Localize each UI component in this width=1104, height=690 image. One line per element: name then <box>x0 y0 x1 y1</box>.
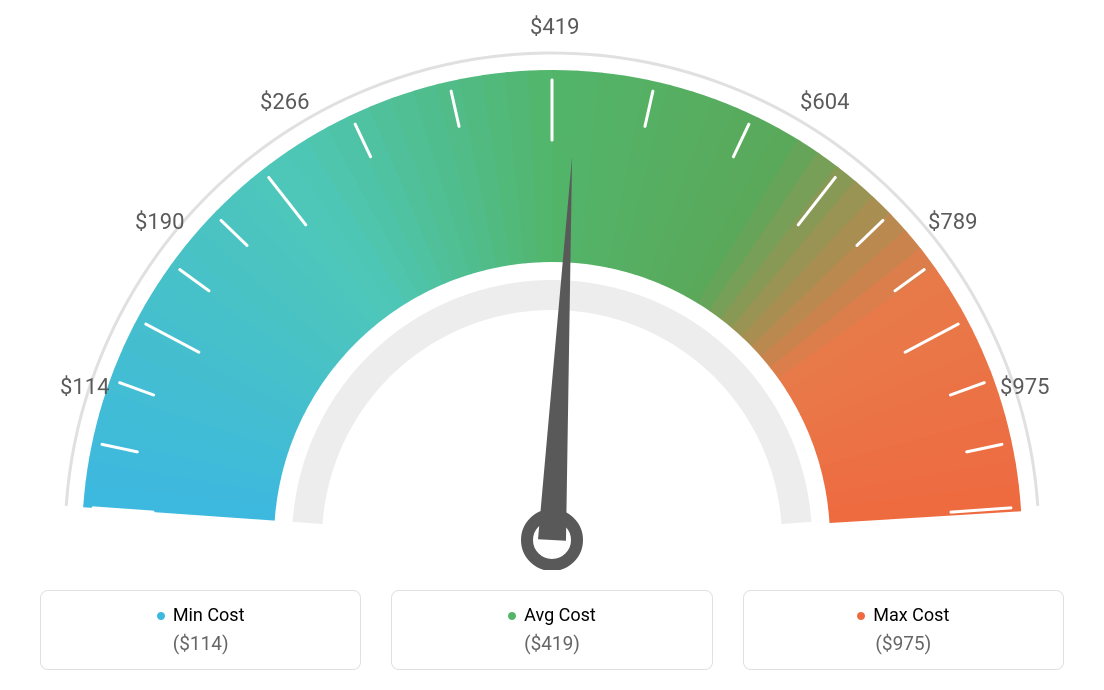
max-dot-icon <box>857 612 865 620</box>
avg-cost-value: ($419) <box>392 632 711 655</box>
avg-cost-card: Avg Cost ($419) <box>391 590 712 671</box>
avg-cost-label: Avg Cost <box>524 605 596 626</box>
summary-cards: Min Cost ($114) Avg Cost ($419) Max Cost… <box>40 590 1064 671</box>
gauge-tick-label: $419 <box>530 15 579 40</box>
avg-dot-icon <box>508 612 516 620</box>
avg-cost-title: Avg Cost <box>508 605 596 626</box>
gauge-tick-label: $266 <box>260 90 309 115</box>
gauge-tick-label: $604 <box>800 90 849 115</box>
max-cost-label: Max Cost <box>873 605 949 626</box>
max-cost-title: Max Cost <box>857 605 949 626</box>
cost-gauge-container: $114 $190 $266 $419 $604 $789 $975 Min Cost ($… <box>0 0 1104 690</box>
gauge-tick-label: $190 <box>135 210 184 235</box>
min-cost-value: ($114) <box>41 632 360 655</box>
gauge-tick-label: $114 <box>60 375 109 400</box>
max-cost-value: ($975) <box>744 632 1063 655</box>
min-dot-icon <box>157 612 165 620</box>
gauge-svg <box>0 0 1104 570</box>
min-cost-card: Min Cost ($114) <box>40 590 361 671</box>
max-cost-card: Max Cost ($975) <box>743 590 1064 671</box>
min-cost-label: Min Cost <box>173 605 245 626</box>
gauge-tick-label: $789 <box>928 210 977 235</box>
min-cost-title: Min Cost <box>157 605 245 626</box>
gauge-tick-label: $975 <box>1000 375 1049 400</box>
gauge-area: $114 $190 $266 $419 $604 $789 $975 <box>0 0 1104 570</box>
